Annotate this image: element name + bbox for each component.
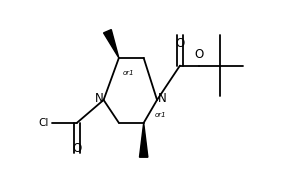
- Polygon shape: [140, 123, 148, 157]
- Text: O: O: [72, 142, 81, 155]
- Text: or1: or1: [123, 70, 134, 76]
- Text: N: N: [158, 92, 166, 105]
- Text: Cl: Cl: [39, 118, 49, 128]
- Text: N: N: [94, 92, 103, 105]
- Text: O: O: [194, 48, 204, 61]
- Text: O: O: [175, 37, 185, 50]
- Polygon shape: [104, 30, 119, 58]
- Text: or1: or1: [155, 112, 167, 118]
